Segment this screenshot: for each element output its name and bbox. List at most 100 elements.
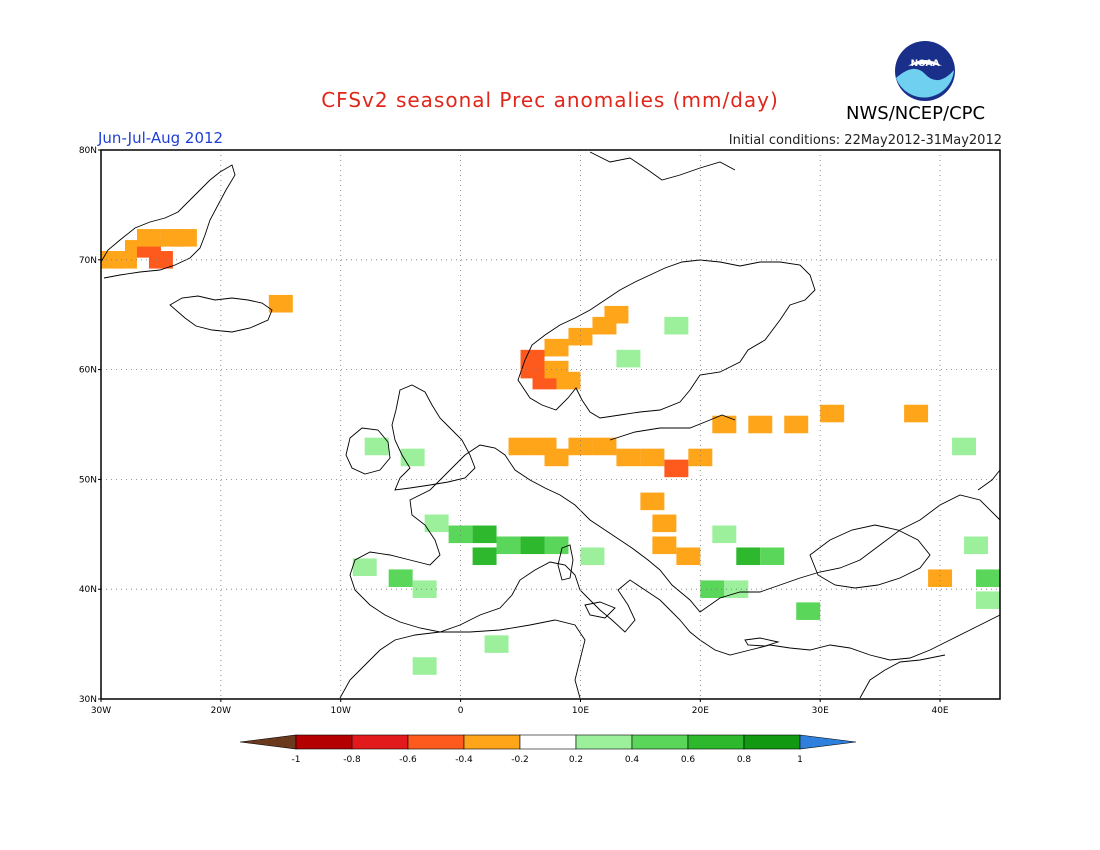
noaa-logo-icon: NOAA	[895, 41, 955, 101]
anomaly-cell	[652, 514, 677, 533]
anomaly-cell	[412, 580, 437, 598]
anomaly-cell	[568, 437, 593, 456]
sicily-coast	[584, 601, 616, 619]
colorbar-box	[463, 734, 521, 750]
anomaly-cell	[964, 536, 989, 555]
anomaly-cell	[640, 448, 665, 467]
anomaly-cell	[544, 338, 569, 357]
colorbar-label: 0.2	[569, 755, 583, 765]
anomaly-cell	[664, 459, 689, 478]
colorbar-label: 0.6	[681, 755, 696, 765]
iceland-coast	[169, 295, 273, 333]
longitude-label: 30E	[812, 706, 829, 716]
anomaly-cell	[556, 371, 581, 390]
crete-coast	[744, 637, 780, 647]
anomaly-cell	[424, 514, 449, 533]
initial-conditions: Initial conditions: 22May2012-31May2012	[728, 133, 1002, 148]
latitude-label: 70N	[79, 256, 97, 266]
longitude-label: 20W	[211, 706, 231, 716]
anomaly-cell	[748, 415, 773, 434]
baltic-coast	[609, 414, 736, 441]
anomaly-cell	[640, 492, 665, 511]
anomaly-cell	[784, 415, 809, 434]
caspian-coast	[977, 469, 1001, 491]
anomaly-cell	[952, 437, 977, 456]
anomaly-cell	[736, 547, 761, 566]
anomaly-cell	[352, 558, 377, 577]
colorbar-box	[575, 734, 633, 750]
latitude-label: 40N	[79, 585, 97, 595]
colorbar-arrow-high	[799, 734, 857, 750]
north-africa-coast	[339, 619, 586, 699]
anomaly-cell	[484, 635, 509, 653]
colorbar-label: -0.2	[511, 755, 529, 765]
longitude-label: 0	[458, 706, 464, 716]
longitude-label: 10W	[331, 706, 351, 716]
colorbar-box	[519, 734, 577, 750]
sardinia-coast	[557, 544, 574, 581]
great-britain-coast	[391, 384, 476, 491]
anomaly-cell	[508, 437, 533, 456]
colorbar-box	[295, 734, 353, 750]
anomaly-cell	[580, 547, 605, 566]
anomaly-cell	[616, 448, 641, 467]
colorbar-label: -0.4	[455, 755, 473, 765]
svalbard-coast	[589, 151, 736, 181]
scandinavia-coast	[517, 259, 816, 419]
greenland-coast	[100, 164, 236, 279]
anomaly-cell	[760, 547, 785, 566]
colorbar-box	[407, 734, 465, 750]
anomaly-cell	[616, 349, 641, 368]
anomaly-cell	[364, 437, 389, 456]
colorbar-labels: -1 -0.8 -0.6 -0.4 -0.2 0.2 0.4 0.6 0.8 1	[292, 755, 803, 765]
colorbar-label: 0.8	[737, 755, 752, 765]
colorbar-label: -0.8	[343, 755, 361, 765]
longitude-label: 20E	[692, 706, 709, 716]
latitude-label: 80N	[79, 146, 97, 156]
anomaly-cell	[448, 525, 473, 544]
latitude-label: 50N	[79, 475, 97, 485]
colorbar-label: -0.6	[399, 755, 417, 765]
colorbar-label: 0.4	[625, 755, 640, 765]
agency-label: NWS/NCEP/CPC	[846, 103, 986, 124]
anomaly-cell	[652, 536, 677, 555]
anomaly-cell	[412, 657, 437, 675]
anomaly-cell	[472, 547, 497, 566]
anomaly-cell	[148, 251, 173, 269]
colorbar-box	[631, 734, 689, 750]
coastline-layer	[100, 151, 1001, 699]
anomaly-cell	[592, 437, 617, 456]
map-title: CFSv2 seasonal Prec anomalies (mm/day)	[321, 88, 779, 112]
anomaly-cell	[820, 404, 845, 423]
anomaly-cell	[976, 591, 1000, 609]
longitude-label: 40E	[931, 706, 948, 716]
anomaly-cell	[688, 448, 713, 467]
anomaly-cell	[496, 536, 521, 555]
anomaly-cell	[568, 327, 593, 346]
anomaly-cell	[712, 525, 737, 544]
anomaly-cell	[544, 448, 569, 467]
longitude-label: 10E	[572, 706, 589, 716]
map-frame	[100, 149, 1001, 700]
ireland-coast	[345, 427, 391, 475]
colorbar-box	[351, 734, 409, 750]
forecast-period: Jun-Jul-Aug 2012	[98, 129, 224, 147]
anomaly-cell	[712, 415, 737, 434]
anomaly-cell	[700, 580, 725, 598]
longitude-label: 30W	[91, 706, 111, 716]
continental-europe-coast	[349, 444, 1001, 661]
anomaly-cell	[904, 404, 929, 423]
anomaly-cell	[976, 569, 1000, 588]
black-sea-coast	[809, 524, 931, 589]
latitude-label: 30N	[79, 695, 97, 705]
latitude-labels: 80N 70N 60N 50N 40N 30N	[79, 146, 101, 705]
colorbar-boxes	[239, 734, 857, 750]
anomaly-cell	[604, 305, 629, 324]
anomaly-cell	[172, 229, 197, 247]
levant-coast	[859, 654, 946, 699]
anomaly-cell	[676, 547, 701, 566]
latitude-label: 60N	[79, 366, 97, 376]
anomaly-cell	[472, 525, 497, 544]
